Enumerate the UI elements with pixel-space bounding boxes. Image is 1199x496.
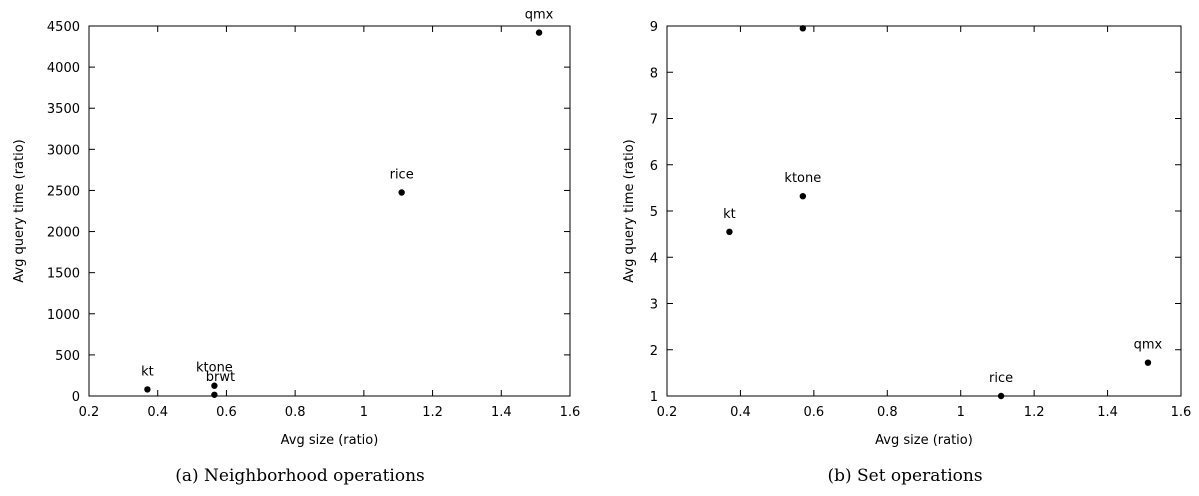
y-axis-label: Avg query time (ratio) <box>12 139 27 283</box>
data-point-ktone <box>211 382 218 389</box>
x-tick-label: 0.4 <box>147 405 168 420</box>
y-tick-label: 3500 <box>47 102 80 117</box>
chart-caption: (b) Set operations <box>827 466 982 486</box>
y-tick-label: 7 <box>650 113 658 128</box>
data-point-kt <box>144 386 151 393</box>
y-tick-label: 1500 <box>47 267 80 282</box>
y-axis-label: Avg query time (ratio) <box>622 139 637 283</box>
y-tick-label: 500 <box>55 349 80 364</box>
y-tick-label: 4000 <box>47 61 80 76</box>
point-label-ktone: ktone <box>784 171 821 186</box>
data-point-qmx <box>535 29 543 36</box>
x-tick-label: 1.2 <box>422 405 443 420</box>
point-label-kt: kt <box>723 207 736 222</box>
x-tick-label: 0.8 <box>877 405 898 420</box>
data-point <box>799 25 807 32</box>
point-label-kt: kt <box>141 364 154 379</box>
y-tick-label: 5 <box>650 205 658 220</box>
data-point-rice <box>997 392 1005 400</box>
y-tick-label: 2500 <box>47 184 80 199</box>
x-tick-label: 1.4 <box>1097 405 1118 420</box>
y-tick-label: 1000 <box>47 308 80 323</box>
x-tick-label: 0.2 <box>79 405 100 420</box>
chart-panel-1: 0.2 0.4 0.6 0.8 1 1.2 1.4 1.6 0 500 1000 1500 2000 25… <box>12 8 580 486</box>
y-tick-label: 1 <box>650 390 658 405</box>
data-point-kt <box>726 228 733 236</box>
data-point-brwt <box>211 391 218 398</box>
x-tick-label: 1.4 <box>491 405 512 420</box>
y-tick-label: 8 <box>650 66 658 81</box>
x-tick-label: 0.2 <box>657 405 678 420</box>
x-tick-label: 0.6 <box>804 405 825 420</box>
y-tick-label: 0 <box>72 390 80 405</box>
x-axis-label: Avg size (ratio) <box>875 433 973 448</box>
plot-frame <box>666 25 1182 397</box>
point-label-rice: rice <box>390 168 414 183</box>
point-label-ktone: ktone <box>196 361 233 376</box>
y-tick-label: 2000 <box>47 226 80 241</box>
y-tick-label: 9 <box>650 20 658 35</box>
point-label-brwt: brwt <box>206 370 235 385</box>
chart-panel-2: 0.2 0.4 0.6 0.8 1 1.2 1.4 1.6 1 2 3 4 5 6 7 8 9 Avg size … <box>622 20 1191 486</box>
y-tick-label: 3000 <box>47 143 80 158</box>
x-tick-label: 0.8 <box>285 405 306 420</box>
x-tick-label: 1.2 <box>1024 405 1045 420</box>
plot-frame <box>88 25 571 397</box>
x-axis-label: Avg size (ratio) <box>281 433 379 448</box>
y-tick-label: 3 <box>650 298 658 313</box>
data-point-qmx <box>1144 359 1152 366</box>
point-label-qmx: qmx <box>1134 338 1163 353</box>
x-tick-label: 1.6 <box>560 405 581 420</box>
data-point-ktone <box>799 193 807 200</box>
y-tick-label: 2 <box>650 344 658 359</box>
x-tick-label: 1 <box>360 405 368 420</box>
point-label-rice: rice <box>989 371 1013 386</box>
y-tick-label: 4 <box>650 251 658 266</box>
x-tick-label: 1 <box>957 405 965 420</box>
x-tick-label: 0.4 <box>730 405 751 420</box>
y-tick-label: 6 <box>650 159 658 174</box>
y-tick-label: 4500 <box>47 20 80 35</box>
point-label-qmx: qmx <box>525 8 554 23</box>
chart-caption: (a) Neighborhood operations <box>175 466 425 486</box>
x-tick-label: 1.6 <box>1171 405 1192 420</box>
data-point-rice <box>398 189 405 196</box>
x-tick-label: 0.6 <box>216 405 237 420</box>
